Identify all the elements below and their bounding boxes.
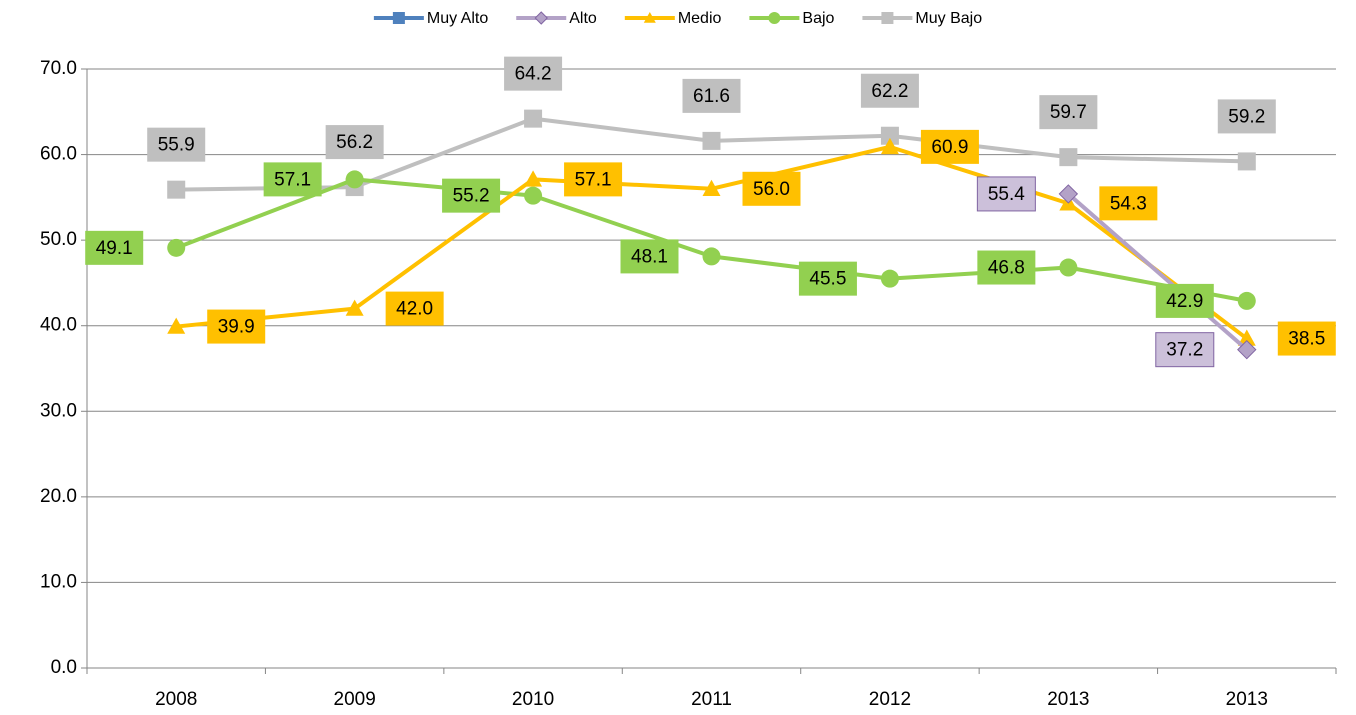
data-label-box bbox=[325, 125, 384, 160]
data-label-box bbox=[504, 56, 563, 91]
data-label-box bbox=[1155, 332, 1215, 368]
y-tick-label: 0.0 bbox=[51, 657, 77, 678]
marker bbox=[880, 269, 899, 288]
marker bbox=[1237, 291, 1256, 310]
data-label-box bbox=[263, 162, 322, 197]
data-label: 38.5 bbox=[1288, 329, 1325, 350]
data-label: 55.4 bbox=[988, 184, 1025, 205]
series-line bbox=[176, 144, 1248, 341]
data-label: 59.2 bbox=[1228, 106, 1265, 127]
data-label-box bbox=[620, 239, 679, 274]
data-label: 45.5 bbox=[809, 269, 846, 290]
y-tick-label: 40.0 bbox=[40, 315, 77, 336]
y-tick-label: 50.0 bbox=[40, 229, 77, 250]
x-tick-label: 2012 bbox=[869, 689, 911, 710]
marker bbox=[1058, 184, 1079, 204]
data-label: 57.1 bbox=[575, 169, 612, 190]
data-label-box bbox=[742, 171, 801, 206]
data-label-box bbox=[207, 309, 266, 344]
marker bbox=[524, 170, 543, 187]
y-tick-label: 30.0 bbox=[40, 400, 77, 421]
x-tick-label: 2008 bbox=[155, 689, 197, 710]
data-label: 42.9 bbox=[1166, 291, 1203, 312]
legend-label: Alto bbox=[569, 10, 597, 27]
data-label-box bbox=[85, 230, 144, 265]
marker bbox=[345, 299, 364, 316]
data-label: 42.0 bbox=[396, 299, 433, 320]
marker bbox=[1237, 339, 1257, 360]
marker bbox=[702, 247, 721, 266]
data-label-box bbox=[798, 261, 857, 296]
marker bbox=[167, 317, 186, 334]
legend-label: Muy Bajo bbox=[915, 10, 982, 27]
data-label: 56.0 bbox=[753, 179, 790, 200]
data-label: 61.6 bbox=[693, 86, 730, 107]
data-label: 62.2 bbox=[871, 81, 908, 102]
data-label: 54.3 bbox=[1110, 193, 1147, 214]
y-tick-label: 20.0 bbox=[40, 486, 77, 507]
data-label-box bbox=[147, 127, 206, 162]
y-tick-label: 60.0 bbox=[40, 144, 77, 165]
data-label: 48.1 bbox=[631, 246, 668, 267]
data-label: 56.2 bbox=[336, 132, 373, 153]
x-tick-label: 2011 bbox=[691, 689, 732, 710]
marker bbox=[702, 179, 721, 196]
marker bbox=[167, 238, 186, 257]
data-label-box bbox=[442, 178, 501, 213]
data-label: 46.8 bbox=[988, 258, 1025, 279]
series-line bbox=[1067, 192, 1249, 352]
data-label-box bbox=[682, 78, 741, 113]
data-label: 49.1 bbox=[96, 238, 133, 259]
data-label: 37.2 bbox=[1166, 340, 1203, 361]
marker bbox=[534, 11, 548, 25]
data-label-box bbox=[976, 176, 1036, 212]
legend: Muy Alto Alto Medio Bajo Muy Bajo bbox=[373, 10, 982, 27]
y-tick-label: 10.0 bbox=[40, 571, 77, 592]
data-label: 57.1 bbox=[274, 169, 311, 190]
data-label-box bbox=[564, 162, 623, 197]
marker bbox=[524, 109, 543, 128]
marker bbox=[392, 12, 405, 24]
y-tick-label: 70.0 bbox=[40, 58, 77, 79]
legend-label: Bajo bbox=[802, 10, 834, 27]
marker bbox=[702, 131, 721, 150]
data-label: 55.9 bbox=[158, 135, 195, 156]
marker bbox=[1237, 152, 1256, 171]
data-label: 59.7 bbox=[1050, 102, 1087, 123]
marker bbox=[643, 12, 656, 23]
data-label-box bbox=[1277, 321, 1336, 356]
marker bbox=[880, 126, 899, 145]
data-label-box bbox=[860, 73, 919, 108]
data-label-box bbox=[1155, 283, 1214, 318]
legend-label: Medio bbox=[678, 10, 722, 27]
data-label-box bbox=[1039, 95, 1098, 130]
legend-label: Muy Alto bbox=[427, 10, 488, 27]
marker bbox=[1059, 148, 1078, 167]
marker bbox=[345, 170, 364, 189]
x-tick-label: 2009 bbox=[334, 689, 376, 710]
marker bbox=[880, 137, 899, 155]
data-label: 39.9 bbox=[218, 317, 255, 338]
x-tick-label: 2013 bbox=[1047, 689, 1089, 710]
data-label: 60.9 bbox=[931, 137, 968, 158]
marker bbox=[524, 186, 543, 205]
data-label-box bbox=[920, 129, 979, 164]
x-tick-label: 2013 bbox=[1226, 689, 1268, 710]
data-label: 55.2 bbox=[453, 186, 490, 207]
marker bbox=[167, 180, 186, 199]
marker bbox=[768, 12, 781, 24]
data-label-box bbox=[977, 250, 1036, 285]
data-label-box bbox=[1217, 99, 1276, 134]
data-label-box bbox=[385, 291, 444, 326]
data-label: 64.2 bbox=[515, 64, 552, 85]
marker bbox=[1059, 258, 1078, 277]
x-tick-label: 2010 bbox=[512, 689, 554, 710]
marker bbox=[881, 12, 894, 24]
data-label-box bbox=[1099, 186, 1158, 221]
marker bbox=[1237, 329, 1256, 346]
